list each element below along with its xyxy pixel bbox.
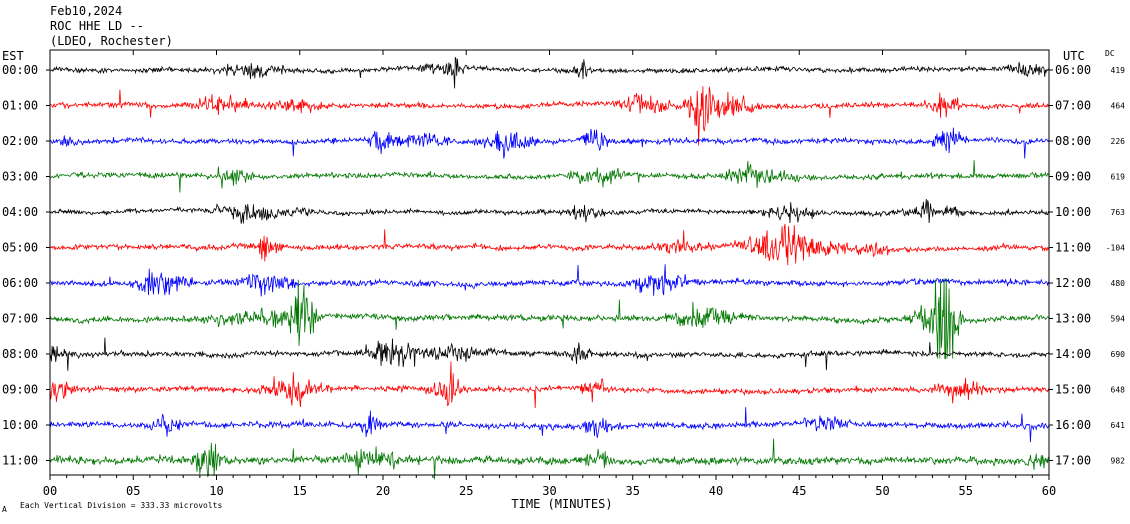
x-tick-labels: 00 05 10 15 20 25 30 35 40 45 50 55 60 — [43, 484, 1056, 498]
tick-layer — [49, 50, 1050, 480]
est-label-0200: 02:00 — [2, 134, 38, 148]
utc-label-1400: 14:00 — [1055, 347, 1091, 361]
utc-label-0600: 06:00 — [1055, 63, 1091, 77]
dc-value: 690 — [1111, 350, 1126, 359]
trace-line-0200 — [49, 127, 1050, 159]
utc-label-0800: 08:00 — [1055, 134, 1091, 148]
est-label-1000: 10:00 — [2, 418, 38, 432]
x-tick-label-30: 30 — [542, 484, 556, 498]
x-tick-label-00: 00 — [43, 484, 57, 498]
est-label-0700: 07:00 — [2, 312, 38, 326]
utc-label-1000: 10:00 — [1055, 205, 1091, 219]
dc-value: 641 — [1111, 421, 1126, 430]
est-label-0800: 08:00 — [2, 347, 38, 361]
header-station: ROC HHE LD -- — [50, 19, 144, 33]
trace-line-0600 — [49, 264, 1050, 297]
est-label-0400: 04:00 — [2, 205, 38, 219]
x-axis-label: TIME (MINUTES) — [511, 497, 612, 511]
trace-layer — [49, 56, 1050, 480]
dc-value: 464 — [1111, 102, 1126, 111]
dc-value: 594 — [1111, 315, 1126, 324]
dc-value: 619 — [1111, 173, 1126, 182]
x-tick-label-15: 15 — [293, 484, 307, 498]
footer-scale-note: Each Vertical Division = 333.33 microvol… — [20, 501, 222, 510]
est-label-1100: 11:00 — [2, 454, 38, 468]
utc-label-1100: 11:00 — [1055, 241, 1091, 255]
est-label-0300: 03:00 — [2, 170, 38, 184]
trace-line-0500 — [49, 223, 1050, 266]
x-tick-label-40: 40 — [709, 484, 723, 498]
plot-frame — [49, 49, 1050, 476]
header-location: (LDEO, Rochester) — [50, 34, 173, 48]
est-label-0500: 05:00 — [2, 241, 38, 255]
footer-mark: A — [2, 505, 7, 514]
trace-line-0100 — [49, 86, 1050, 146]
x-tick-label-55: 55 — [959, 484, 973, 498]
est-hour-labels: 00:00 01:00 02:00 03:00 04:00 05:00 06:00 07:00… — [2, 63, 50, 468]
x-tick-label-10: 10 — [209, 484, 223, 498]
dc-value: 763 — [1111, 208, 1126, 217]
x-tick-label-05: 05 — [126, 484, 140, 498]
utc-label-1300: 13:00 — [1055, 312, 1091, 326]
dc-value: 648 — [1111, 386, 1126, 395]
x-tick-label-20: 20 — [376, 484, 390, 498]
utc-label-1200: 12:00 — [1055, 276, 1091, 290]
est-label-0600: 06:00 — [2, 276, 38, 290]
dc-value: 982 — [1111, 457, 1126, 466]
utc-label-1700: 17:00 — [1055, 454, 1091, 468]
trace-line-0000 — [49, 56, 1050, 89]
x-tick-label-25: 25 — [459, 484, 473, 498]
dc-header-label: DC — [1105, 49, 1115, 58]
est-label-0000: 00:00 — [2, 63, 38, 77]
x-tick-label-60: 60 — [1042, 484, 1056, 498]
dc-value: -104 — [1106, 244, 1125, 253]
trace-line-0300 — [49, 160, 1050, 193]
dc-value: 419 — [1111, 66, 1126, 75]
dc-offset-labels: 419 464 226 619 763 -104 480 594 690 648 641 982 — [1106, 66, 1125, 466]
header-date: Feb10,2024 — [50, 4, 122, 18]
dc-value: 226 — [1111, 137, 1126, 146]
right-timezone-label: UTC — [1063, 49, 1085, 63]
left-timezone-label: EST — [2, 49, 24, 63]
dc-value: 480 — [1111, 279, 1126, 288]
utc-label-0700: 07:00 — [1055, 99, 1091, 113]
est-label-0900: 09:00 — [2, 383, 38, 397]
trace-line-1100 — [49, 438, 1050, 480]
trace-line-0900 — [49, 361, 1050, 409]
trace-line-0800 — [49, 337, 1050, 371]
x-tick-label-35: 35 — [626, 484, 640, 498]
utc-hour-labels: 06:00 07:00 08:00 09:00 10:00 11:00 12:00 13:00… — [1049, 63, 1091, 468]
utc-label-0900: 09:00 — [1055, 170, 1091, 184]
utc-label-1500: 15:00 — [1055, 383, 1091, 397]
trace-line-1000 — [49, 407, 1050, 443]
est-label-0100: 01:00 — [2, 99, 38, 113]
trace-line-0400 — [49, 198, 1050, 224]
x-tick-label-45: 45 — [792, 484, 806, 498]
x-tick-label-50: 50 — [875, 484, 889, 498]
trace-line-0700 — [49, 278, 1050, 359]
utc-label-1600: 16:00 — [1055, 418, 1091, 432]
